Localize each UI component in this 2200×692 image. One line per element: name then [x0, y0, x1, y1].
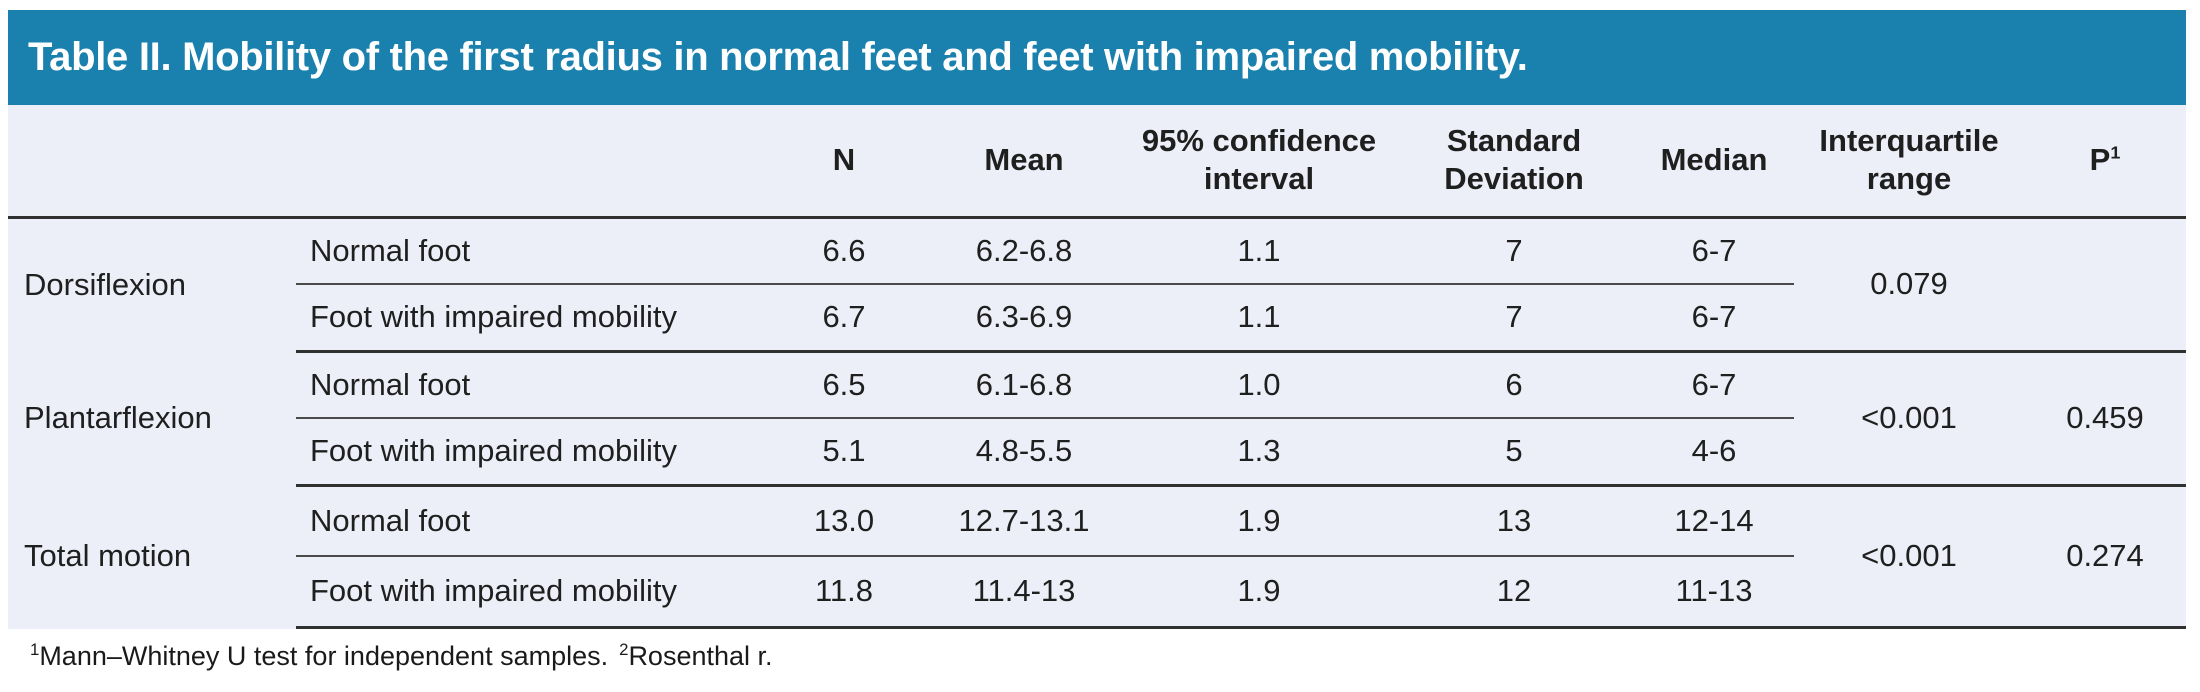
- group-label-total-motion: Total motion: [24, 538, 192, 573]
- col-header-mean: Mean: [924, 105, 1124, 219]
- cell-condition: Foot with impaired mobility: [296, 418, 764, 487]
- cell-mean: 6.2-6.8: [924, 217, 1124, 285]
- table-row: Dorsiflexion Normal foot 6.6 6.2-6.8 1.1…: [8, 217, 2186, 353]
- cell-mean: 11.4-13: [924, 556, 1124, 629]
- cell-sd: 7: [1394, 217, 1634, 285]
- col-header-median: Median: [1634, 105, 1794, 219]
- col-header-iqr: Interquartile range: [1794, 105, 2024, 219]
- cell-p-merged: 0.459: [2024, 351, 2186, 487]
- cell-sd: 7: [1394, 284, 1634, 353]
- cell-ci: 1.0: [1124, 351, 1394, 419]
- cell-ci: 1.3: [1124, 418, 1394, 487]
- cell-sd: 5: [1394, 418, 1634, 487]
- col-header-p: P1: [2024, 105, 2186, 219]
- cell-n: 13.0: [764, 485, 924, 557]
- cell-ci: 1.1: [1124, 284, 1394, 353]
- cell-n: 6.5: [764, 351, 924, 419]
- cell-sd: 12: [1394, 556, 1634, 629]
- col-header-ci: 95% confidence interval: [1124, 105, 1394, 219]
- table-container: Table II. Mobility of the first radius i…: [8, 10, 2186, 629]
- cell-mean: 12.7-13.1: [924, 485, 1124, 557]
- cell-iqr-merged: <0.001: [1794, 351, 2024, 487]
- cell-condition: Foot with impaired mobility: [296, 284, 764, 353]
- cell-p-merged: [2024, 217, 2186, 353]
- header-row: N Mean 95% confidence interval Standard …: [8, 105, 2186, 219]
- group-label-dorsiflexion: Dorsiflexion: [24, 266, 186, 302]
- cell-median: 12-14: [1634, 485, 1794, 557]
- footnote-superscript-2: 2: [619, 640, 629, 659]
- table-title: Table II. Mobility of the first radius i…: [28, 35, 1528, 79]
- cell-median: 6-7: [1634, 217, 1794, 285]
- cell-condition: Normal foot: [296, 485, 764, 557]
- footnote-text-1: Mann–Whitney U test for independent samp…: [39, 641, 609, 671]
- group-label-plantarflexion: Plantarflexion: [24, 400, 212, 435]
- cell-median: 11-13: [1634, 556, 1794, 629]
- cell-ci: 1.1: [1124, 217, 1394, 285]
- cell-iqr-merged: 0.079: [1794, 217, 2024, 353]
- cell-median: 6-7: [1634, 351, 1794, 419]
- table-row: Plantarflexion Normal foot 6.5 6.1-6.8 1…: [8, 351, 2186, 487]
- cell-ci: 1.9: [1124, 556, 1394, 629]
- table-footnote: 1Mann–Whitney U test for independent sam…: [8, 640, 2186, 672]
- col-header-empty-group: [8, 105, 296, 219]
- table-row: Foot with impaired mobility 11.8 11.4-13…: [8, 556, 2186, 629]
- cell-ci: 1.9: [1124, 485, 1394, 557]
- footnote-superscript-1: 1: [30, 640, 40, 659]
- cell-mean: 6.3-6.9: [924, 284, 1124, 353]
- cell-condition: Normal foot: [296, 217, 764, 285]
- cell-median: 6-7: [1634, 284, 1794, 353]
- cell-n: 11.8: [764, 556, 924, 629]
- table-row: Foot with impaired mobility 5.1 4.8-5.5 …: [8, 418, 2186, 487]
- col-header-n: N: [764, 105, 924, 219]
- p-label: P: [2089, 142, 2111, 178]
- cell-mean: 6.1-6.8: [924, 351, 1124, 419]
- table-row: Foot with impaired mobility 6.7 6.3-6.9 …: [8, 284, 2186, 353]
- cell-condition: Foot with impaired mobility: [296, 556, 764, 629]
- mobility-table: N Mean 95% confidence interval Standard …: [8, 105, 2186, 629]
- cell-n: 5.1: [764, 418, 924, 487]
- cell-condition: Normal foot: [296, 351, 764, 419]
- cell-sd: 13: [1394, 485, 1634, 557]
- table-row: Total motion Normal foot 13.0 12.7-13.1 …: [8, 485, 2186, 629]
- cell-median: 4-6: [1634, 418, 1794, 487]
- footnote-text-2: Rosenthal r.: [628, 641, 773, 671]
- col-header-empty-condition: [296, 105, 764, 219]
- p-superscript: 1: [2110, 143, 2121, 164]
- cell-sd: 6: [1394, 351, 1634, 419]
- cell-p-merged: 0.274: [2024, 485, 2186, 629]
- cell-n: 6.6: [764, 217, 924, 285]
- table-title-bar: Table II. Mobility of the first radius i…: [8, 10, 2186, 105]
- cell-mean: 4.8-5.5: [924, 418, 1124, 487]
- col-header-sd: Standard Deviation: [1394, 105, 1634, 219]
- cell-iqr-merged: <0.001: [1794, 485, 2024, 629]
- cell-n: 6.7: [764, 284, 924, 353]
